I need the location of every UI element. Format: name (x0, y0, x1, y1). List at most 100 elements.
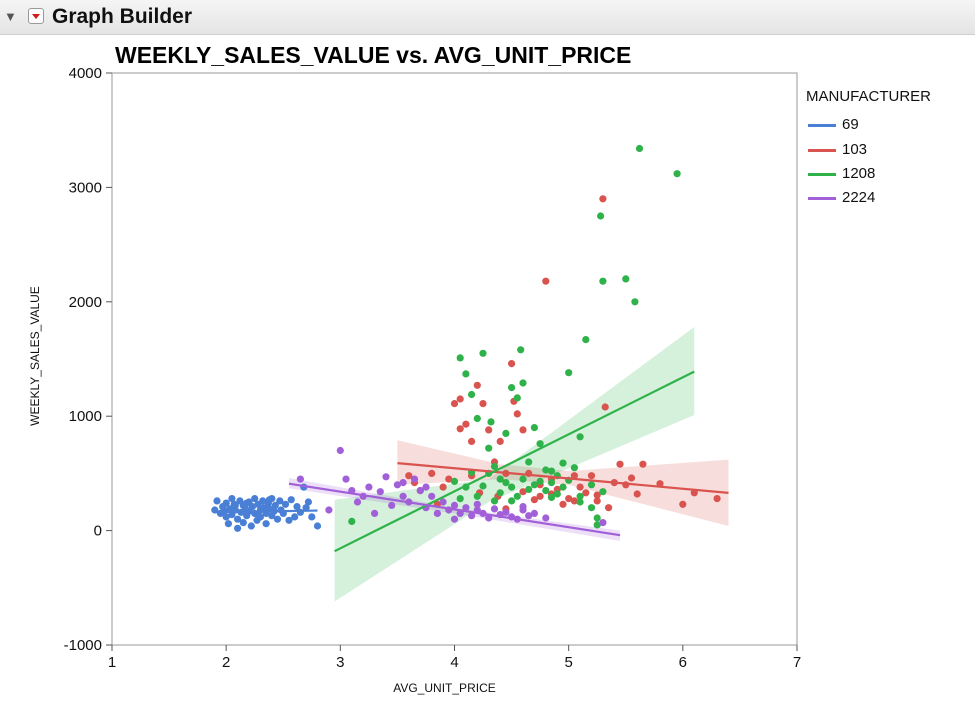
data-point (260, 504, 268, 512)
data-point (473, 414, 481, 423)
data-point (313, 522, 322, 530)
data-point (468, 512, 476, 520)
data-point (353, 498, 362, 506)
data-point (490, 505, 499, 513)
confidence-band-103 (397, 440, 729, 527)
data-point (542, 514, 550, 522)
disclosure-triangle-icon[interactable]: ▼ (4, 9, 17, 24)
data-point (570, 497, 579, 505)
data-point (570, 472, 579, 480)
data-point (422, 483, 430, 491)
data-point (222, 513, 230, 521)
data-point (593, 491, 601, 499)
data-point (639, 460, 647, 468)
data-point (462, 420, 470, 428)
data-point (243, 499, 251, 507)
data-point (547, 467, 556, 475)
series-1208-points (348, 144, 681, 529)
series-2224-points (296, 446, 607, 527)
data-point (456, 354, 464, 362)
data-point (399, 479, 407, 487)
red-triangle-menu-icon[interactable] (28, 8, 44, 24)
data-point (490, 462, 499, 471)
data-point (559, 483, 567, 491)
data-point (622, 275, 630, 283)
data-point (679, 500, 687, 508)
data-point (439, 498, 447, 506)
data-point (456, 495, 464, 503)
data-point (296, 475, 304, 483)
y-tick-label: 3000 (69, 179, 102, 196)
data-point (593, 521, 601, 529)
data-point (536, 492, 544, 500)
report-header-bar: ▼ Graph Builder (0, 0, 975, 35)
data-point (565, 495, 573, 503)
data-point (479, 400, 487, 408)
data-point (601, 403, 609, 411)
data-point (519, 475, 527, 483)
data-point (302, 504, 310, 512)
data-point (336, 446, 344, 455)
data-point (439, 483, 447, 491)
data-point (519, 379, 527, 387)
data-point (247, 522, 255, 530)
data-point (513, 394, 521, 402)
data-point (456, 425, 464, 433)
data-point (553, 490, 561, 498)
data-point (530, 424, 539, 432)
data-point (473, 381, 481, 389)
data-point (248, 503, 256, 511)
data-point (445, 475, 453, 483)
data-point (473, 492, 481, 500)
legend-swatch (808, 173, 836, 176)
data-point (576, 498, 584, 506)
data-point (213, 497, 221, 505)
data-point (259, 497, 267, 505)
data-point (631, 298, 639, 306)
legend-title: MANUFACTURER (806, 88, 932, 105)
data-point (428, 492, 436, 500)
data-point (513, 492, 521, 500)
data-point (468, 437, 476, 445)
data-point (473, 500, 481, 508)
data-point (576, 492, 584, 500)
data-point (393, 481, 401, 489)
data-point (576, 483, 584, 491)
data-point (525, 485, 533, 493)
data-point (224, 520, 232, 528)
data-point (254, 510, 262, 519)
legend-label: 2224 (842, 189, 876, 206)
data-point (285, 516, 293, 524)
data-point (530, 509, 539, 517)
app-title: Graph Builder (52, 5, 193, 28)
data-point (536, 477, 544, 485)
data-point (582, 489, 590, 497)
y-tick-label: 4000 (69, 65, 102, 82)
data-point (450, 515, 459, 523)
data-point (462, 370, 470, 378)
data-point (519, 426, 527, 434)
data-point (325, 506, 333, 514)
data-point (468, 390, 476, 399)
data-point (399, 492, 407, 500)
data-point (371, 509, 379, 517)
data-point (502, 429, 510, 437)
data-point (547, 493, 556, 501)
data-point (485, 514, 493, 522)
data-point (616, 460, 624, 468)
data-point (348, 517, 356, 526)
data-point (508, 483, 516, 491)
data-point (428, 469, 436, 477)
y-tick-label: 2000 (69, 294, 102, 311)
data-point (587, 504, 596, 512)
legend-swatch (808, 124, 836, 127)
data-point (513, 410, 521, 418)
data-point (308, 513, 316, 521)
data-point (287, 496, 295, 504)
chart-title: WEEKLY_SALES_VALUE vs. AVG_UNIT_PRICE (115, 42, 632, 68)
data-point (271, 501, 279, 509)
y-axis-label: WEEKLY_SALES_VALUE (28, 286, 42, 426)
y-tick-label: 0 (94, 523, 102, 540)
data-point (593, 497, 601, 505)
